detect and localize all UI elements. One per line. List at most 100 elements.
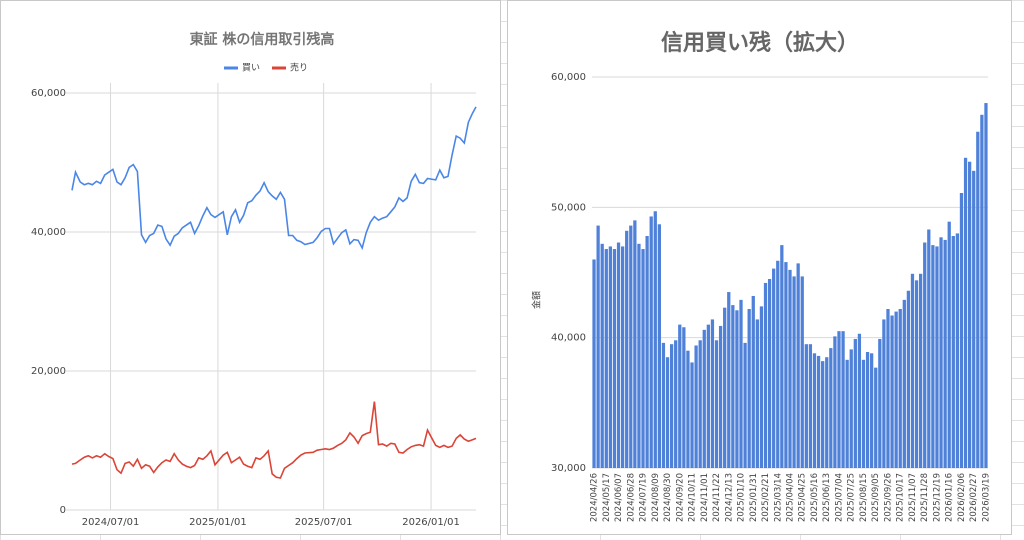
bar [767, 279, 772, 468]
chart-title: 東証 株の信用取引残高 [190, 31, 335, 48]
x-tick-label: 2026/03/19 [981, 473, 991, 522]
bar [808, 344, 813, 468]
bar [706, 324, 710, 468]
bar [714, 340, 719, 468]
bar [927, 229, 931, 468]
bar [878, 338, 882, 468]
bar [739, 299, 743, 468]
x-tick-label: 2026/01/01 [402, 517, 460, 528]
bar [735, 310, 739, 468]
x-tick-label: 2025/05/16 [810, 473, 820, 522]
x-tick-label: 2025/09/05 [871, 473, 881, 522]
bar [849, 349, 853, 468]
bar [727, 292, 731, 468]
bar [865, 352, 870, 468]
y-tick-label: 0 [60, 505, 66, 516]
x-tick-label: 2025/03/14 [773, 473, 783, 522]
bar [788, 269, 792, 468]
bar [825, 357, 829, 468]
bar [641, 249, 645, 468]
x-tick-label: 2024/04/26 [590, 473, 600, 522]
x-tick-label: 2025/01/01 [189, 517, 247, 528]
bar [616, 242, 621, 468]
bar [792, 276, 796, 468]
bar [816, 355, 821, 468]
x-tick-label: 2025/08/15 [859, 473, 869, 522]
x-tick-label: 2026/02/27 [969, 473, 979, 522]
bar [890, 315, 894, 468]
bar [837, 331, 841, 468]
bar [747, 308, 751, 468]
bar [763, 282, 768, 468]
x-tick-label: 2025/07/01 [295, 517, 353, 528]
x-tick-label: 2025/12/19 [932, 473, 942, 522]
bar [743, 342, 747, 468]
bar [620, 246, 625, 468]
x-tick-label: 2025/07/25 [847, 473, 857, 522]
bar [882, 319, 886, 468]
bar [955, 233, 960, 468]
bar [894, 311, 898, 468]
bar [682, 327, 686, 468]
bar [845, 359, 849, 468]
chart-title: 信用買い残（拡大） [661, 30, 859, 56]
bar [935, 246, 939, 468]
bar [870, 353, 874, 468]
x-tick-label: 2025/01/10 [737, 473, 747, 522]
x-tick-label: 2025/10/17 [896, 473, 906, 522]
bar [951, 236, 955, 468]
x-tick-label: 2025/06/13 [822, 473, 832, 522]
y-tick-label: 20,000 [31, 366, 66, 377]
bar [804, 344, 808, 468]
x-tick-label: 2025/04/25 [798, 473, 808, 522]
bar [600, 243, 604, 468]
bar [674, 340, 678, 468]
bar [776, 260, 780, 468]
bar [931, 245, 935, 468]
bar [812, 353, 817, 468]
x-tick-label: 2024/09/20 [675, 473, 685, 522]
bar [612, 249, 617, 468]
bar [653, 211, 657, 468]
x-tick-label: 2026/01/16 [945, 473, 955, 522]
bar [967, 161, 972, 468]
bar [906, 290, 911, 468]
bar [608, 246, 613, 468]
bar [898, 308, 902, 468]
legend-label: 売り [290, 62, 308, 74]
x-tick-label: 2025/02/21 [761, 473, 771, 522]
y-tick-label: 60,000 [551, 72, 586, 83]
bar [833, 336, 837, 468]
bar [821, 361, 825, 468]
x-tick-label: 2024/08/09 [651, 473, 661, 522]
bar [939, 237, 943, 468]
bar [919, 273, 923, 468]
bar [861, 359, 866, 468]
bar [657, 224, 661, 468]
bar [914, 280, 919, 468]
bar [841, 331, 845, 468]
bar [633, 220, 637, 468]
bar [902, 299, 906, 468]
bar [723, 307, 727, 468]
bar [886, 308, 890, 468]
x-tick-label: 2024/07/19 [639, 473, 649, 522]
bar [923, 242, 927, 468]
bar [972, 170, 976, 468]
bar [800, 276, 804, 468]
x-tick-label: 2024/10/11 [688, 473, 698, 522]
bar [829, 348, 833, 468]
y-tick-label: 30,000 [551, 463, 586, 474]
bar [698, 340, 702, 468]
bar [645, 236, 649, 468]
bar [780, 245, 784, 468]
bar [976, 131, 980, 469]
x-tick-label: 2024/12/13 [724, 473, 734, 522]
bar [943, 239, 947, 468]
x-tick-label: 2025/01/31 [749, 473, 759, 522]
bar [874, 367, 878, 468]
bar [604, 249, 608, 468]
bar [857, 333, 862, 468]
x-tick-label: 2024/07/01 [82, 517, 140, 528]
